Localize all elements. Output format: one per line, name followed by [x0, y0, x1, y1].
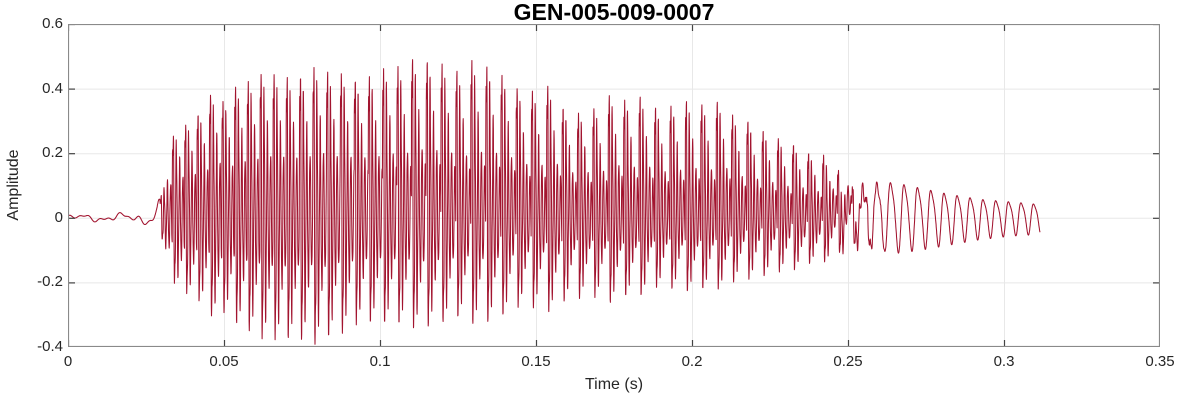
y-tick-label: 0.2 [42, 144, 63, 162]
x-axis-label: Time (s) [584, 376, 644, 393]
y-tick-label: 0.4 [42, 79, 63, 97]
x-tick-label: 0.15 [521, 353, 551, 370]
x-tick-label: 0 [63, 353, 73, 370]
y-tick-label: -0.4 [37, 338, 63, 355]
x-tick-label: 0.1 [369, 353, 391, 370]
x-tick-label: 0.3 [993, 353, 1015, 370]
waveform-line [68, 59, 1041, 345]
x-tick-label: 0.2 [681, 353, 703, 370]
y-tick-label: -0.2 [37, 273, 63, 291]
y-tick-label: 0.6 [42, 15, 63, 32]
waveform-plot [68, 24, 1160, 347]
x-tick-label: 0.25 [833, 353, 863, 370]
x-tick-label: 0.35 [1145, 353, 1175, 370]
chart-title: GEN-005-009-0007 [513, 0, 715, 25]
plot-box [68, 24, 1160, 347]
x-tick-label: 0.05 [209, 353, 239, 370]
y-tick-label: 0 [54, 208, 63, 226]
